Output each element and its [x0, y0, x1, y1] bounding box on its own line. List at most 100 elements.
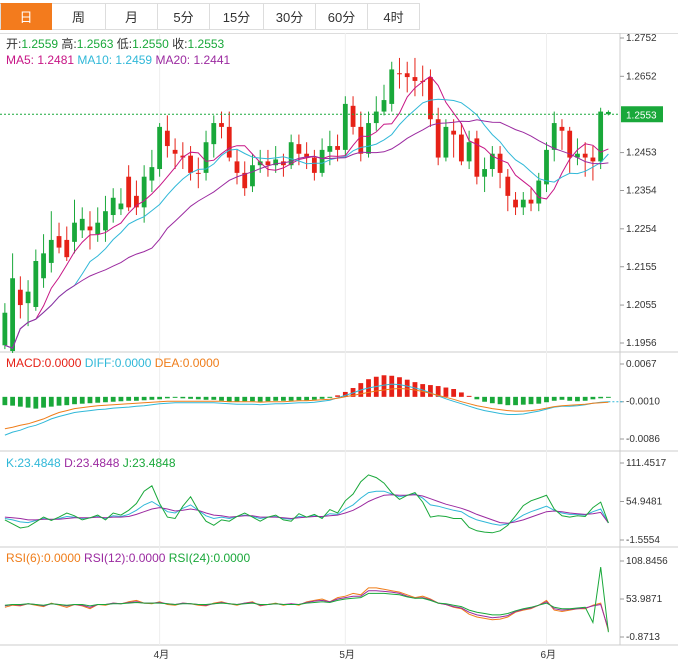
ohlc-legend: 开:1.2559 高:1.2563 低:1.2550 收:1.2553: [6, 36, 225, 51]
macd-histogram-bar: [273, 396, 279, 401]
candle-down: [141, 165, 147, 223]
macd-histogram-bar: [17, 396, 23, 407]
candle-up: [474, 130, 480, 185]
candle-body: [497, 153, 503, 173]
candle-body: [226, 126, 232, 158]
candle-up: [17, 276, 23, 319]
candle-down: [211, 115, 217, 158]
candle-down: [319, 138, 325, 177]
candle-down: [489, 146, 495, 177]
tab-week[interactable]: 周: [52, 3, 106, 30]
candle-up: [435, 107, 441, 166]
macd-histogram-bar: [226, 396, 232, 402]
candle-body: [551, 123, 557, 150]
macd-histogram-bar: [203, 396, 209, 400]
date-axis-label: 5月: [339, 649, 355, 661]
candle-body: [157, 126, 163, 170]
rsi-legend-item: RSI(6):0.0000: [6, 551, 84, 565]
macd-histogram-bar: [311, 396, 317, 400]
price-axis-tick-label: 1.2055: [626, 300, 657, 311]
macd-histogram-bar: [219, 396, 224, 401]
candle-body: [118, 203, 124, 210]
rsi-axis-tick-label: 108.8456: [626, 556, 668, 567]
candle-body: [219, 123, 224, 127]
kdj-k-line: [4, 490, 609, 526]
date-axis-label: 4月: [154, 649, 170, 661]
macd-histogram-bar: [157, 396, 163, 400]
candle-down: [41, 234, 46, 288]
candle-body: [358, 126, 364, 154]
candle-down: [95, 207, 101, 242]
candle-body: [389, 69, 395, 104]
ma10-line: [4, 98, 609, 349]
macd-histogram-bar: [397, 377, 402, 397]
candle-up: [56, 222, 62, 254]
candle-down: [466, 130, 472, 170]
candle-up: [451, 119, 457, 158]
candle-body: [273, 159, 279, 166]
tab-5min[interactable]: 5分: [158, 3, 210, 30]
candle-up: [412, 57, 418, 97]
macd-histogram-bar: [497, 396, 503, 405]
kdj-j-line: [4, 474, 609, 534]
candle-body: [72, 222, 77, 242]
macd-histogram-bar: [482, 396, 487, 402]
macd-histogram-bar: [582, 396, 588, 401]
period-tabs: 日 周 月 5分 15分 30分 60分 4时: [0, 0, 678, 34]
macd-histogram-bar: [95, 396, 101, 403]
rsi-legend-item: RSI(24):0.0000: [169, 551, 251, 565]
macd-histogram-bar: [544, 396, 549, 403]
macd-histogram-bar: [110, 396, 116, 402]
candle-body: [304, 153, 310, 158]
rsi-axis-tick-label: -0.8713: [626, 632, 660, 643]
macd-histogram-bar: [474, 396, 480, 400]
ma-legend-item: MA20: 1.2441: [155, 53, 230, 67]
candle-up: [304, 142, 310, 170]
macd-histogram-bar: [211, 396, 217, 400]
candle-body: [327, 146, 333, 152]
tab-15min[interactable]: 15分: [210, 3, 264, 30]
candle-body: [598, 111, 604, 162]
price-axis-tick-label: 1.2254: [626, 224, 657, 235]
candle-down: [25, 280, 31, 327]
price-axis-tick-label: 1.1956: [626, 338, 657, 349]
candle-up: [172, 138, 178, 170]
candle-down: [250, 153, 255, 193]
macd-histogram-bar: [443, 387, 449, 397]
rsi-legend: RSI(6):0.0000 RSI(12):0.0000 RSI(24):0.0…: [6, 551, 250, 565]
candle-up: [335, 134, 340, 162]
candle-body: [482, 169, 487, 177]
kdj-axis-tick-label: 54.9481: [626, 497, 663, 508]
tab-4hour[interactable]: 4时: [368, 3, 420, 30]
macd-histogram-bar: [342, 391, 348, 397]
ohlc-legend-value: 1.2550: [132, 37, 172, 51]
price-axis-tick-label: 1.2453: [626, 148, 657, 159]
macd-histogram-bar: [79, 396, 85, 404]
candle-up: [226, 111, 232, 162]
candle-body: [397, 73, 402, 75]
candle-body: [605, 111, 611, 115]
kdj-axis-tick-label: -1.5554: [626, 535, 660, 546]
candle-down: [551, 111, 557, 162]
macd-histogram-bar: [64, 396, 70, 406]
macd-histogram-bar: [118, 396, 124, 402]
candle-body: [242, 172, 248, 189]
tab-30min[interactable]: 30分: [264, 3, 316, 30]
candle-body: [188, 155, 193, 173]
macd-histogram-bar: [551, 396, 557, 401]
candle-body: [257, 161, 263, 166]
macd-histogram-bar: [489, 396, 495, 404]
macd-dea-line: [4, 387, 609, 430]
macd-histogram-bar: [335, 395, 340, 397]
macd-histogram-bar: [134, 396, 139, 401]
candle-up: [265, 149, 271, 177]
candle-up: [164, 115, 170, 158]
candle-body: [250, 165, 255, 187]
candle-down: [520, 192, 526, 216]
candle-up: [350, 96, 356, 135]
tab-60min[interactable]: 60分: [316, 3, 368, 30]
macd-histogram-bar: [250, 396, 255, 402]
tab-month[interactable]: 月: [106, 3, 158, 30]
ma-legend-item: MA5: 1.2481: [6, 53, 77, 67]
tab-day[interactable]: 日: [0, 3, 52, 30]
